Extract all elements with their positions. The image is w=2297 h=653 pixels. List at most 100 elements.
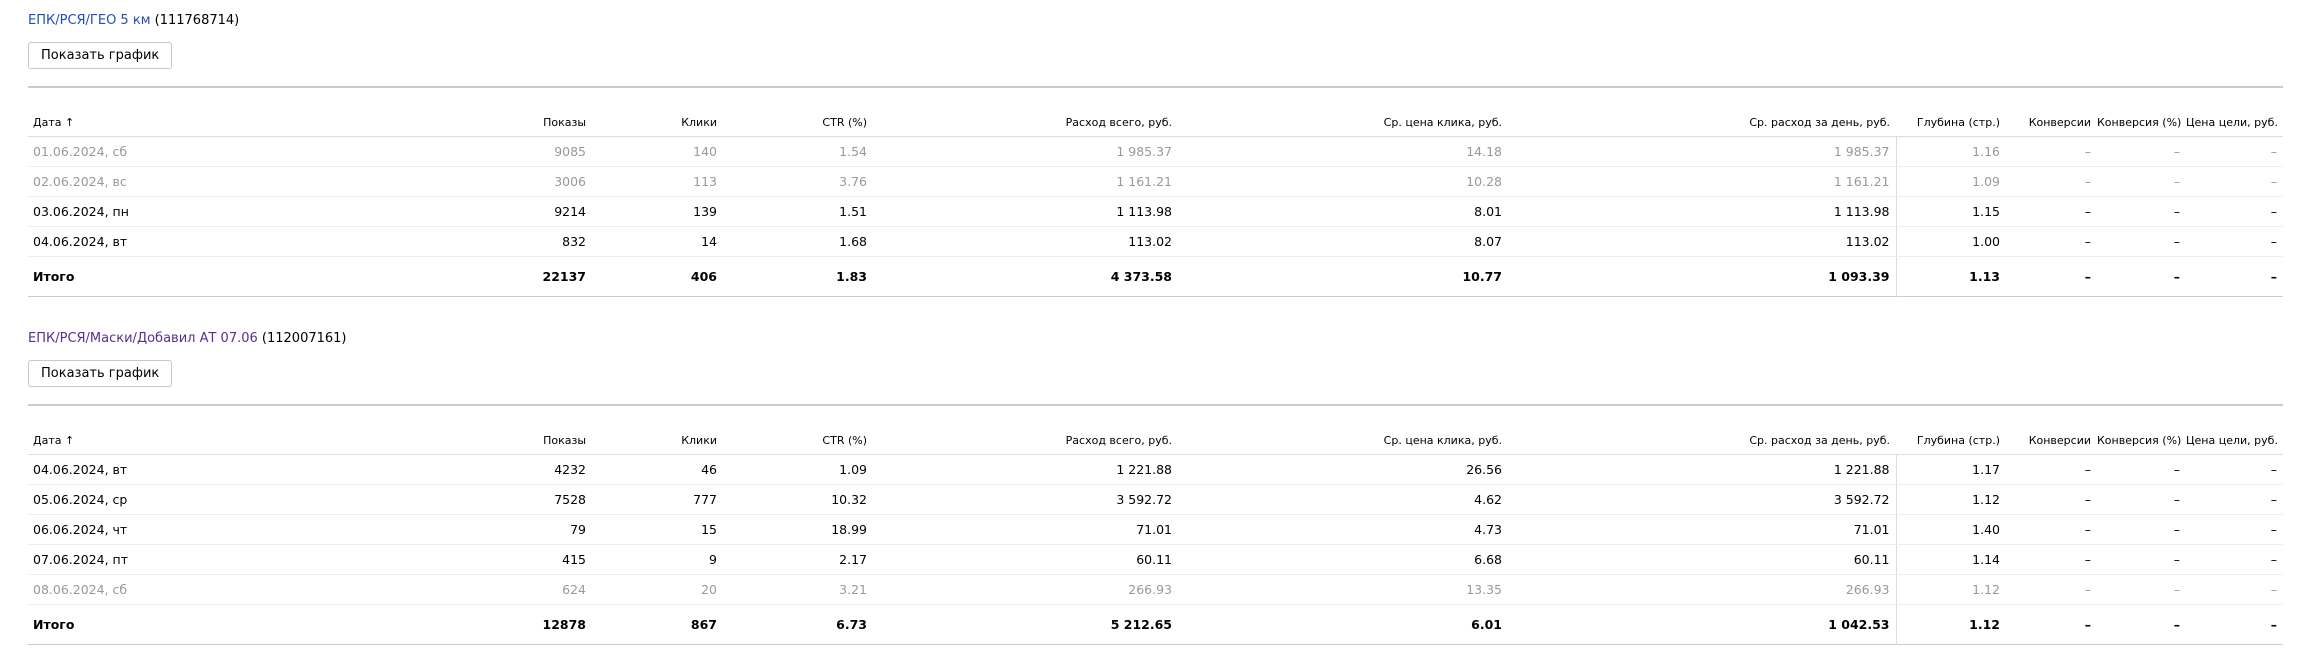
cell: 139 bbox=[592, 196, 723, 227]
cell: 1 985.37 bbox=[1508, 136, 1896, 167]
column-header: Ср. цена клика, руб. bbox=[1178, 405, 1508, 455]
cell: 10.32 bbox=[723, 484, 873, 515]
cell: 777 bbox=[592, 484, 723, 515]
campaign-link[interactable]: ЕПК/РСЯ/Маски/Добавил АТ 07.06 bbox=[28, 331, 258, 346]
cell: 3006 bbox=[430, 166, 592, 197]
show-chart-button[interactable]: Показать график bbox=[28, 42, 173, 69]
cell: – bbox=[2186, 226, 2283, 257]
total-cell: Итого bbox=[33, 617, 75, 632]
column-header: Клики bbox=[592, 87, 723, 137]
cell: – bbox=[2186, 454, 2283, 485]
column-header: Показы bbox=[430, 87, 592, 137]
column-header: CTR (%) bbox=[723, 405, 873, 455]
column-header: Глубина (стр.) bbox=[1896, 405, 2006, 455]
column-header: Расход всего, руб. bbox=[873, 87, 1178, 137]
campaign-id: (112007161) bbox=[261, 331, 347, 346]
total-cell: 5 212.65 bbox=[1110, 617, 1172, 632]
cell: – bbox=[2006, 454, 2097, 485]
cell: 1 985.37 bbox=[873, 136, 1178, 167]
column-header: Клики bbox=[592, 405, 723, 455]
column-header: Цена цели, руб. bbox=[2186, 87, 2283, 137]
cell: 1 221.88 bbox=[873, 454, 1178, 485]
cell: 8.01 bbox=[1178, 196, 1508, 227]
cell: 113.02 bbox=[1508, 226, 1896, 257]
cell: 1 161.21 bbox=[1508, 166, 1896, 197]
campaign-link[interactable]: ЕПК/РСЯ/ГЕО 5 км bbox=[28, 13, 151, 28]
cell: 266.93 bbox=[873, 574, 1178, 605]
cell: 1.17 bbox=[1895, 454, 2006, 485]
cell: 1.12 bbox=[1895, 484, 2006, 515]
cell: 1.54 bbox=[723, 136, 873, 167]
cell: 3 592.72 bbox=[873, 484, 1178, 515]
show-chart-button[interactable]: Показать график bbox=[28, 360, 173, 387]
cell: 1.15 bbox=[1895, 196, 2006, 227]
cell: – bbox=[2097, 484, 2186, 515]
cell: – bbox=[2097, 544, 2186, 575]
total-cell: 6.01 bbox=[1471, 617, 1502, 632]
header-row: Дата ↑ Показы Клики CTR (%) Расход всего, ру… bbox=[28, 405, 2283, 455]
cell: – bbox=[2186, 136, 2283, 167]
cell: 04.06.2024, вт bbox=[28, 226, 430, 257]
data-row: 06.06.2024, чт 79 15 18.99 71.01 4.73 71.01 1.4… bbox=[28, 514, 2283, 545]
cell: 1.09 bbox=[1895, 166, 2006, 197]
cell: 113.02 bbox=[873, 226, 1178, 257]
cell: – bbox=[2006, 226, 2097, 257]
cell: – bbox=[2006, 166, 2097, 197]
cell: 1 161.21 bbox=[873, 166, 1178, 197]
cell: 20 bbox=[592, 574, 723, 605]
cell: – bbox=[2006, 484, 2097, 515]
cell: 1.16 bbox=[1895, 136, 2006, 167]
cell: – bbox=[2006, 514, 2097, 545]
total-cell: 6.73 bbox=[836, 617, 867, 632]
cell: 1 113.98 bbox=[1508, 196, 1896, 227]
cell: – bbox=[2186, 544, 2283, 575]
cell: 1.14 bbox=[1895, 544, 2006, 575]
cell: 18.99 bbox=[723, 514, 873, 545]
cell: – bbox=[2006, 574, 2097, 605]
column-header[interactable]: Дата ↑ bbox=[28, 405, 430, 455]
cell: 60.11 bbox=[1508, 544, 1896, 575]
cell: 3 592.72 bbox=[1508, 484, 1896, 515]
cell: 1 113.98 bbox=[873, 196, 1178, 227]
cell: 1.51 bbox=[723, 196, 873, 227]
total-cell: 12878 bbox=[542, 617, 587, 632]
cell: – bbox=[2186, 196, 2283, 227]
cell: 71.01 bbox=[1508, 514, 1896, 545]
header-row: Дата ↑ Показы Клики CTR (%) Расход всего, ру… bbox=[28, 87, 2283, 137]
cell: 15 bbox=[592, 514, 723, 545]
cell: 8.07 bbox=[1178, 226, 1508, 257]
cell: 46 bbox=[592, 454, 723, 485]
cell: 10.28 bbox=[1178, 166, 1508, 197]
total-cell: 1.12 bbox=[1895, 604, 2006, 645]
total-row: Итого 12878 867 6.73 5 212.65 6.01 1 042.53 1.1… bbox=[28, 604, 2283, 645]
cell: – bbox=[2097, 454, 2186, 485]
total-cell: 4 373.58 bbox=[1110, 269, 1172, 284]
total-cell: – bbox=[2084, 617, 2091, 632]
total-cell: – bbox=[2084, 269, 2091, 284]
cell: – bbox=[2186, 514, 2283, 545]
cell: 140 bbox=[592, 136, 723, 167]
column-header[interactable]: Дата ↑ bbox=[28, 87, 430, 137]
total-cell: – bbox=[2173, 269, 2180, 284]
cell: – bbox=[2186, 484, 2283, 515]
cell: 6.68 bbox=[1178, 544, 1508, 575]
cell: – bbox=[2097, 196, 2186, 227]
total-cell: – bbox=[2270, 269, 2277, 284]
column-header: Глубина (стр.) bbox=[1896, 87, 2006, 137]
data-row: 02.06.2024, вс 3006 113 3.76 1 161.21 10.28 1 … bbox=[28, 166, 2283, 197]
cell: 07.06.2024, пт bbox=[28, 544, 430, 575]
column-header: Ср. цена клика, руб. bbox=[1178, 87, 1508, 137]
total-cell: 867 bbox=[690, 617, 717, 632]
total-cell: 1.83 bbox=[836, 269, 867, 284]
column-header: Конверсия (%) bbox=[2097, 405, 2186, 455]
cell: – bbox=[2097, 136, 2186, 167]
cell: 14 bbox=[592, 226, 723, 257]
column-header: Конверсии bbox=[2006, 87, 2097, 137]
cell: 08.06.2024, сб bbox=[28, 574, 430, 605]
total-cell: 22137 bbox=[542, 269, 587, 284]
total-cell: – bbox=[2173, 617, 2180, 632]
data-row: 04.06.2024, вт 832 14 1.68 113.02 8.07 113.02 1… bbox=[28, 226, 2283, 257]
column-header: Ср. расход за день, руб. bbox=[1508, 87, 1896, 137]
cell: – bbox=[2006, 544, 2097, 575]
